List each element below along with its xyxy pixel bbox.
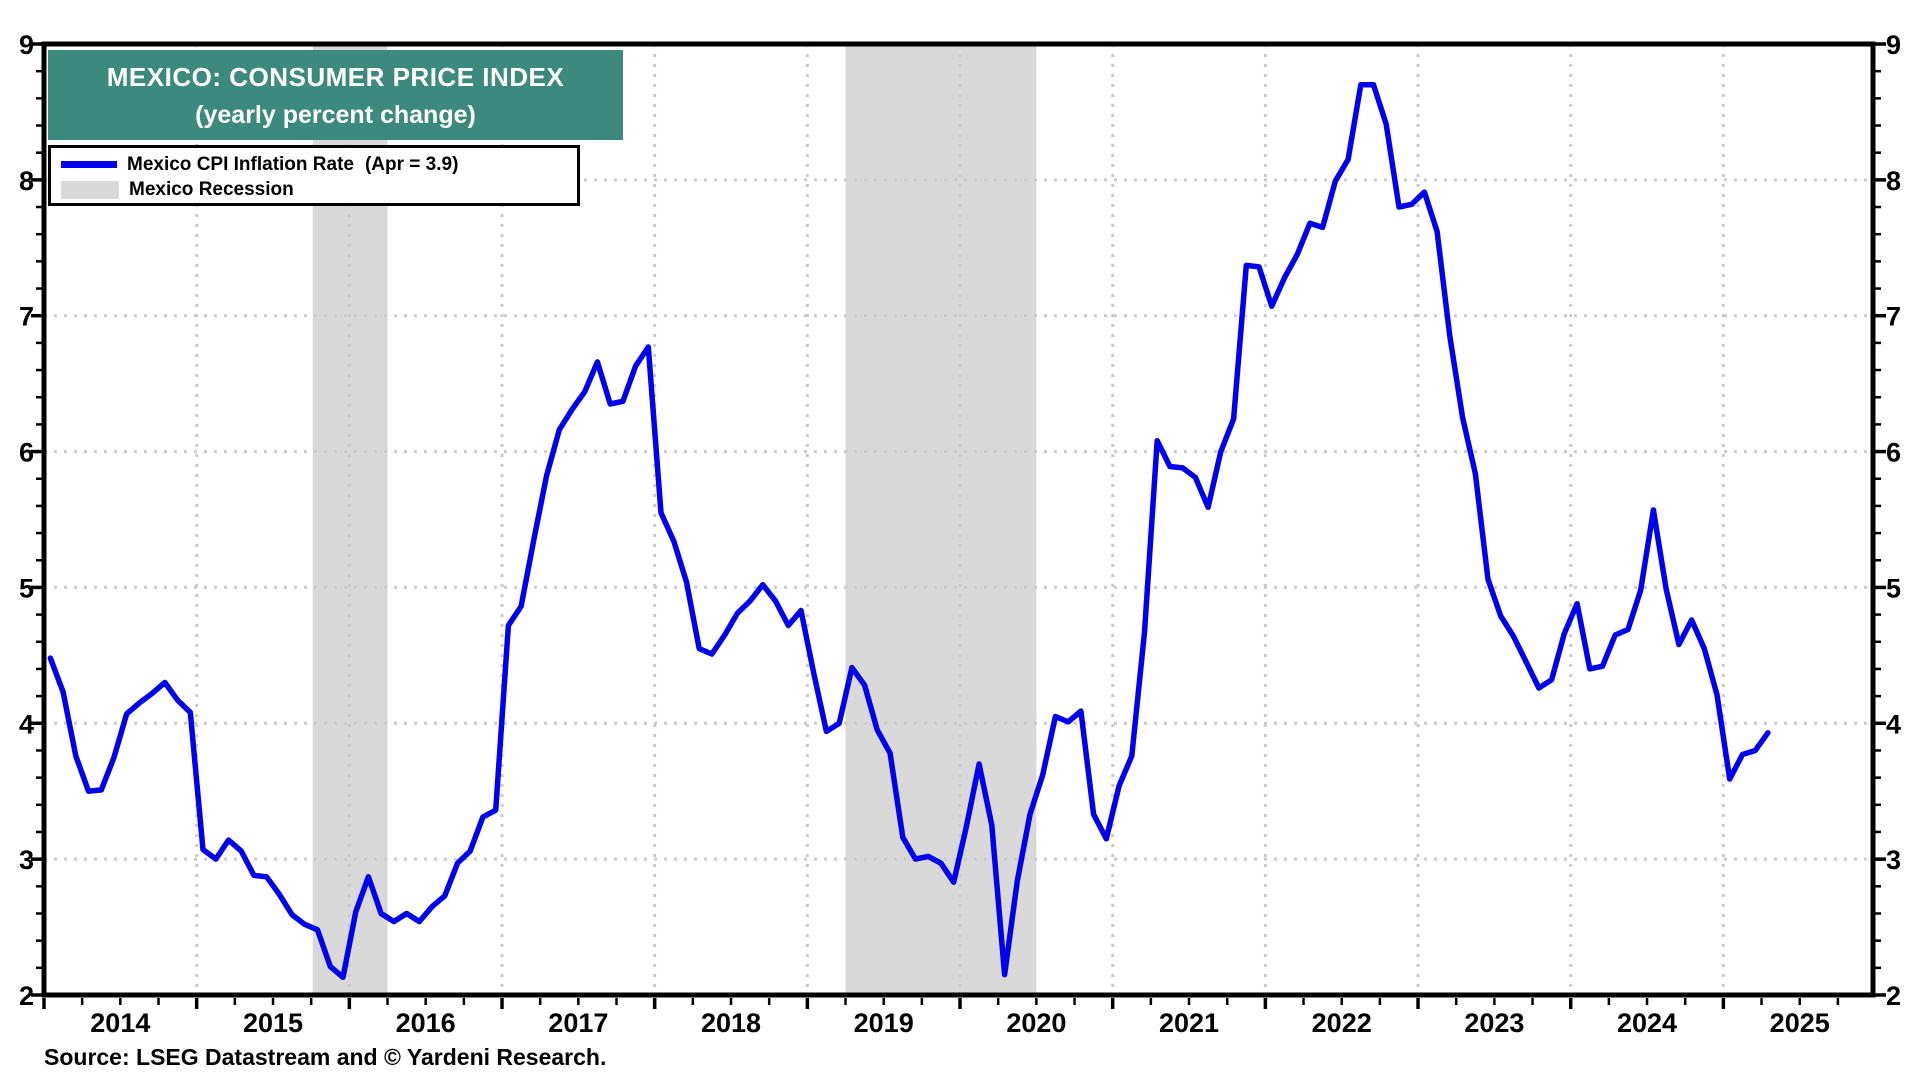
recession-band — [845, 44, 1037, 995]
x-axis-year-label: 2023 — [1464, 1008, 1524, 1038]
x-axis-year-label: 2014 — [90, 1008, 150, 1038]
legend-box: Mexico CPI Inflation Rate (Apr = 3.9) Mex… — [48, 145, 580, 206]
source-text: Source: LSEG Datastream and © Yardeni Re… — [44, 1044, 607, 1070]
x-axis-year-label: 2022 — [1312, 1008, 1372, 1038]
y-axis-label-left: 2 — [19, 981, 34, 1011]
y-axis-label-right: 4 — [1886, 709, 1901, 739]
y-axis-label-right: 5 — [1886, 573, 1901, 603]
x-axis-year-label: 2018 — [701, 1008, 761, 1038]
legend-item-cpi: Mexico CPI Inflation Rate (Apr = 3.9) — [61, 152, 577, 177]
x-axis-year-label: 2017 — [548, 1008, 608, 1038]
plot-frame — [41, 41, 1876, 998]
y-axis-label-left: 9 — [19, 30, 34, 60]
y-axis-label-right: 6 — [1886, 438, 1901, 468]
y-axis-label-left: 3 — [19, 845, 34, 875]
x-axis-year-label: 2016 — [396, 1008, 456, 1038]
y-axis-label-left: 6 — [19, 438, 34, 468]
legend-item-recession: Mexico Recession — [61, 177, 577, 202]
x-axis-year-label: 2021 — [1159, 1008, 1219, 1038]
legend-recession-label: Mexico Recession — [129, 178, 294, 200]
cpi-inflation-line — [47, 82, 1771, 981]
y-axis-label-right: 2 — [1886, 981, 1901, 1011]
x-axis-year-label: 2015 — [243, 1008, 303, 1038]
legend-cpi-label: Mexico CPI Inflation Rate (Apr = 3.9) — [127, 153, 459, 175]
x-axis-year-label: 2024 — [1617, 1008, 1677, 1038]
chart-title: MEXICO: CONSUMER PRICE INDEX — [106, 62, 565, 92]
y-axis-label-left: 8 — [19, 166, 34, 196]
y-axis-label-right: 8 — [1886, 166, 1901, 196]
recession-swatch-icon — [61, 180, 119, 199]
x-axis-year-label: 2019 — [854, 1008, 914, 1038]
legend-cpi-latest-value: (Apr = 3.9) — [364, 153, 459, 175]
y-axis-label-right: 7 — [1886, 302, 1901, 332]
y-axis-label-right: 3 — [1886, 845, 1901, 875]
chart-title-box: MEXICO: CONSUMER PRICE INDEX (yearly per… — [48, 50, 623, 140]
cpi-line-swatch-icon — [61, 161, 117, 168]
y-axis-label-left: 5 — [19, 573, 34, 603]
x-axis-year-label: 2025 — [1770, 1008, 1830, 1038]
chart-subtitle: (yearly percent change) — [195, 101, 476, 129]
y-axis-label-left: 4 — [19, 709, 34, 739]
y-axis-label-left: 7 — [19, 302, 34, 332]
x-axis-year-label: 2020 — [1006, 1008, 1066, 1038]
y-axis-label-right: 9 — [1886, 30, 1901, 60]
